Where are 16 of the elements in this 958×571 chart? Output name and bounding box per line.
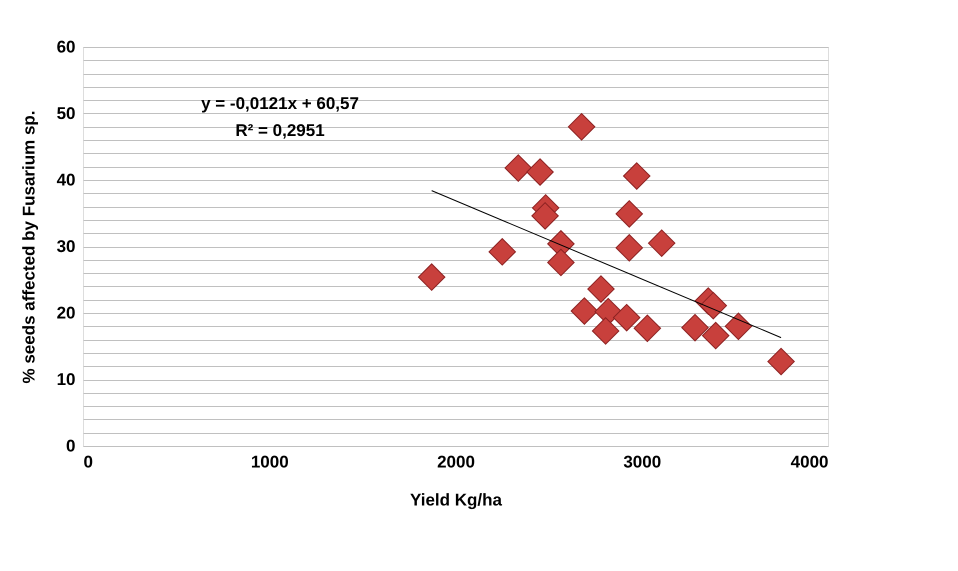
x-tick-label: 4000 (790, 452, 828, 472)
y-axis-title: % seeds affected by Fusarium sp. (20, 110, 39, 384)
y-tick-label: 60 (56, 38, 76, 56)
y-tick-label: 50 (56, 104, 76, 123)
x-tick-label: 0 (84, 452, 93, 472)
y-tick-label: 20 (56, 304, 76, 322)
y-tick-label: 30 (56, 237, 76, 256)
y-tick-label: 10 (56, 370, 76, 389)
x-tick-label: 2000 (437, 452, 475, 472)
y-tick-label: 40 (56, 170, 76, 190)
annotation: y = -0,0121x + 60,57 (201, 94, 359, 113)
y-tick-label: 0 (66, 436, 76, 456)
annotation: R² = 0,2951 (235, 121, 325, 140)
x-axis-title: Yield Kg/ha (410, 490, 503, 510)
x-tick-label: 1000 (250, 452, 289, 472)
x-tick-label: 3000 (623, 452, 662, 472)
